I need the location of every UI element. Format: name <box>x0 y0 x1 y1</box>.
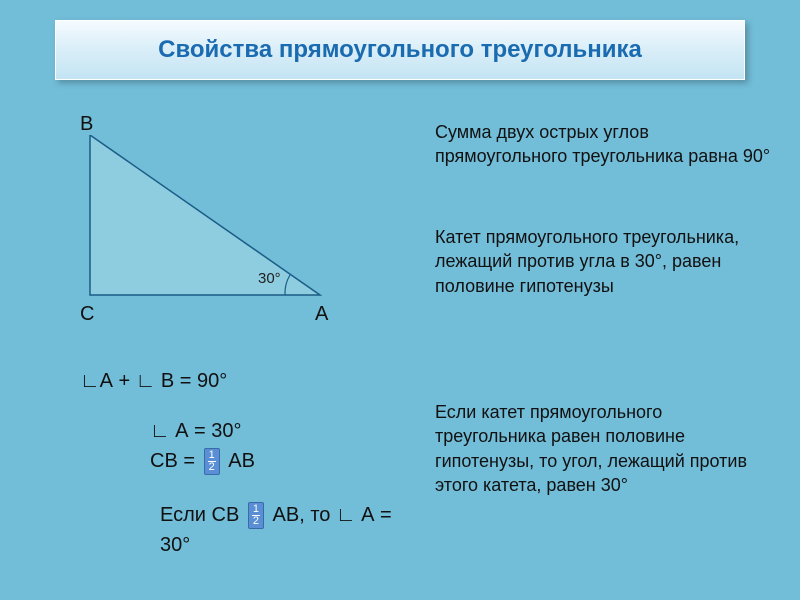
formula-angle-sum: ∟А + ∟ В = 90° <box>80 370 227 393</box>
vertex-label-c: C <box>80 303 94 326</box>
formula-3-rhs: АВ <box>228 450 255 472</box>
formula-angle-a: ∟ А = 30° <box>150 420 242 443</box>
triangle-polygon <box>90 135 320 295</box>
formula-2-text: ∟ А = 30° <box>150 420 242 442</box>
fraction-half-2: 1 2 <box>248 502 264 529</box>
title-text: Свойства прямоугольного треугольника <box>158 36 642 64</box>
triangle-diagram: B C A 30° <box>70 135 340 335</box>
formula-4-mid: АВ, то ∟ А <box>273 504 375 526</box>
triangle-svg <box>70 135 340 335</box>
formula-converse: Если СВ 1 2 АВ, то ∟ А = 30° <box>160 500 420 560</box>
vertex-label-a: A <box>315 303 328 326</box>
formula-cb-half-ab: СВ = 1 2 АВ <box>150 448 255 475</box>
fraction-half-1: 1 2 <box>204 448 220 475</box>
title-box: Свойства прямоугольного треугольника <box>55 20 745 80</box>
formula-3-lhs: СВ = <box>150 450 195 472</box>
vertex-label-b: B <box>80 113 93 136</box>
property-2: Катет прямоугольного треугольника, лежащ… <box>435 225 775 298</box>
frac-den: 2 <box>208 462 216 473</box>
property-1: Сумма двух острых углов прямоугольного т… <box>435 120 775 169</box>
frac-den-2: 2 <box>252 516 260 527</box>
angle-30-label: 30° <box>258 270 281 287</box>
formula-1-text: ∟А + ∟ В = 90° <box>80 370 227 392</box>
formula-4-prefix: Если СВ <box>160 504 239 526</box>
property-3: Если катет прямоугольного треугольника р… <box>435 400 775 497</box>
